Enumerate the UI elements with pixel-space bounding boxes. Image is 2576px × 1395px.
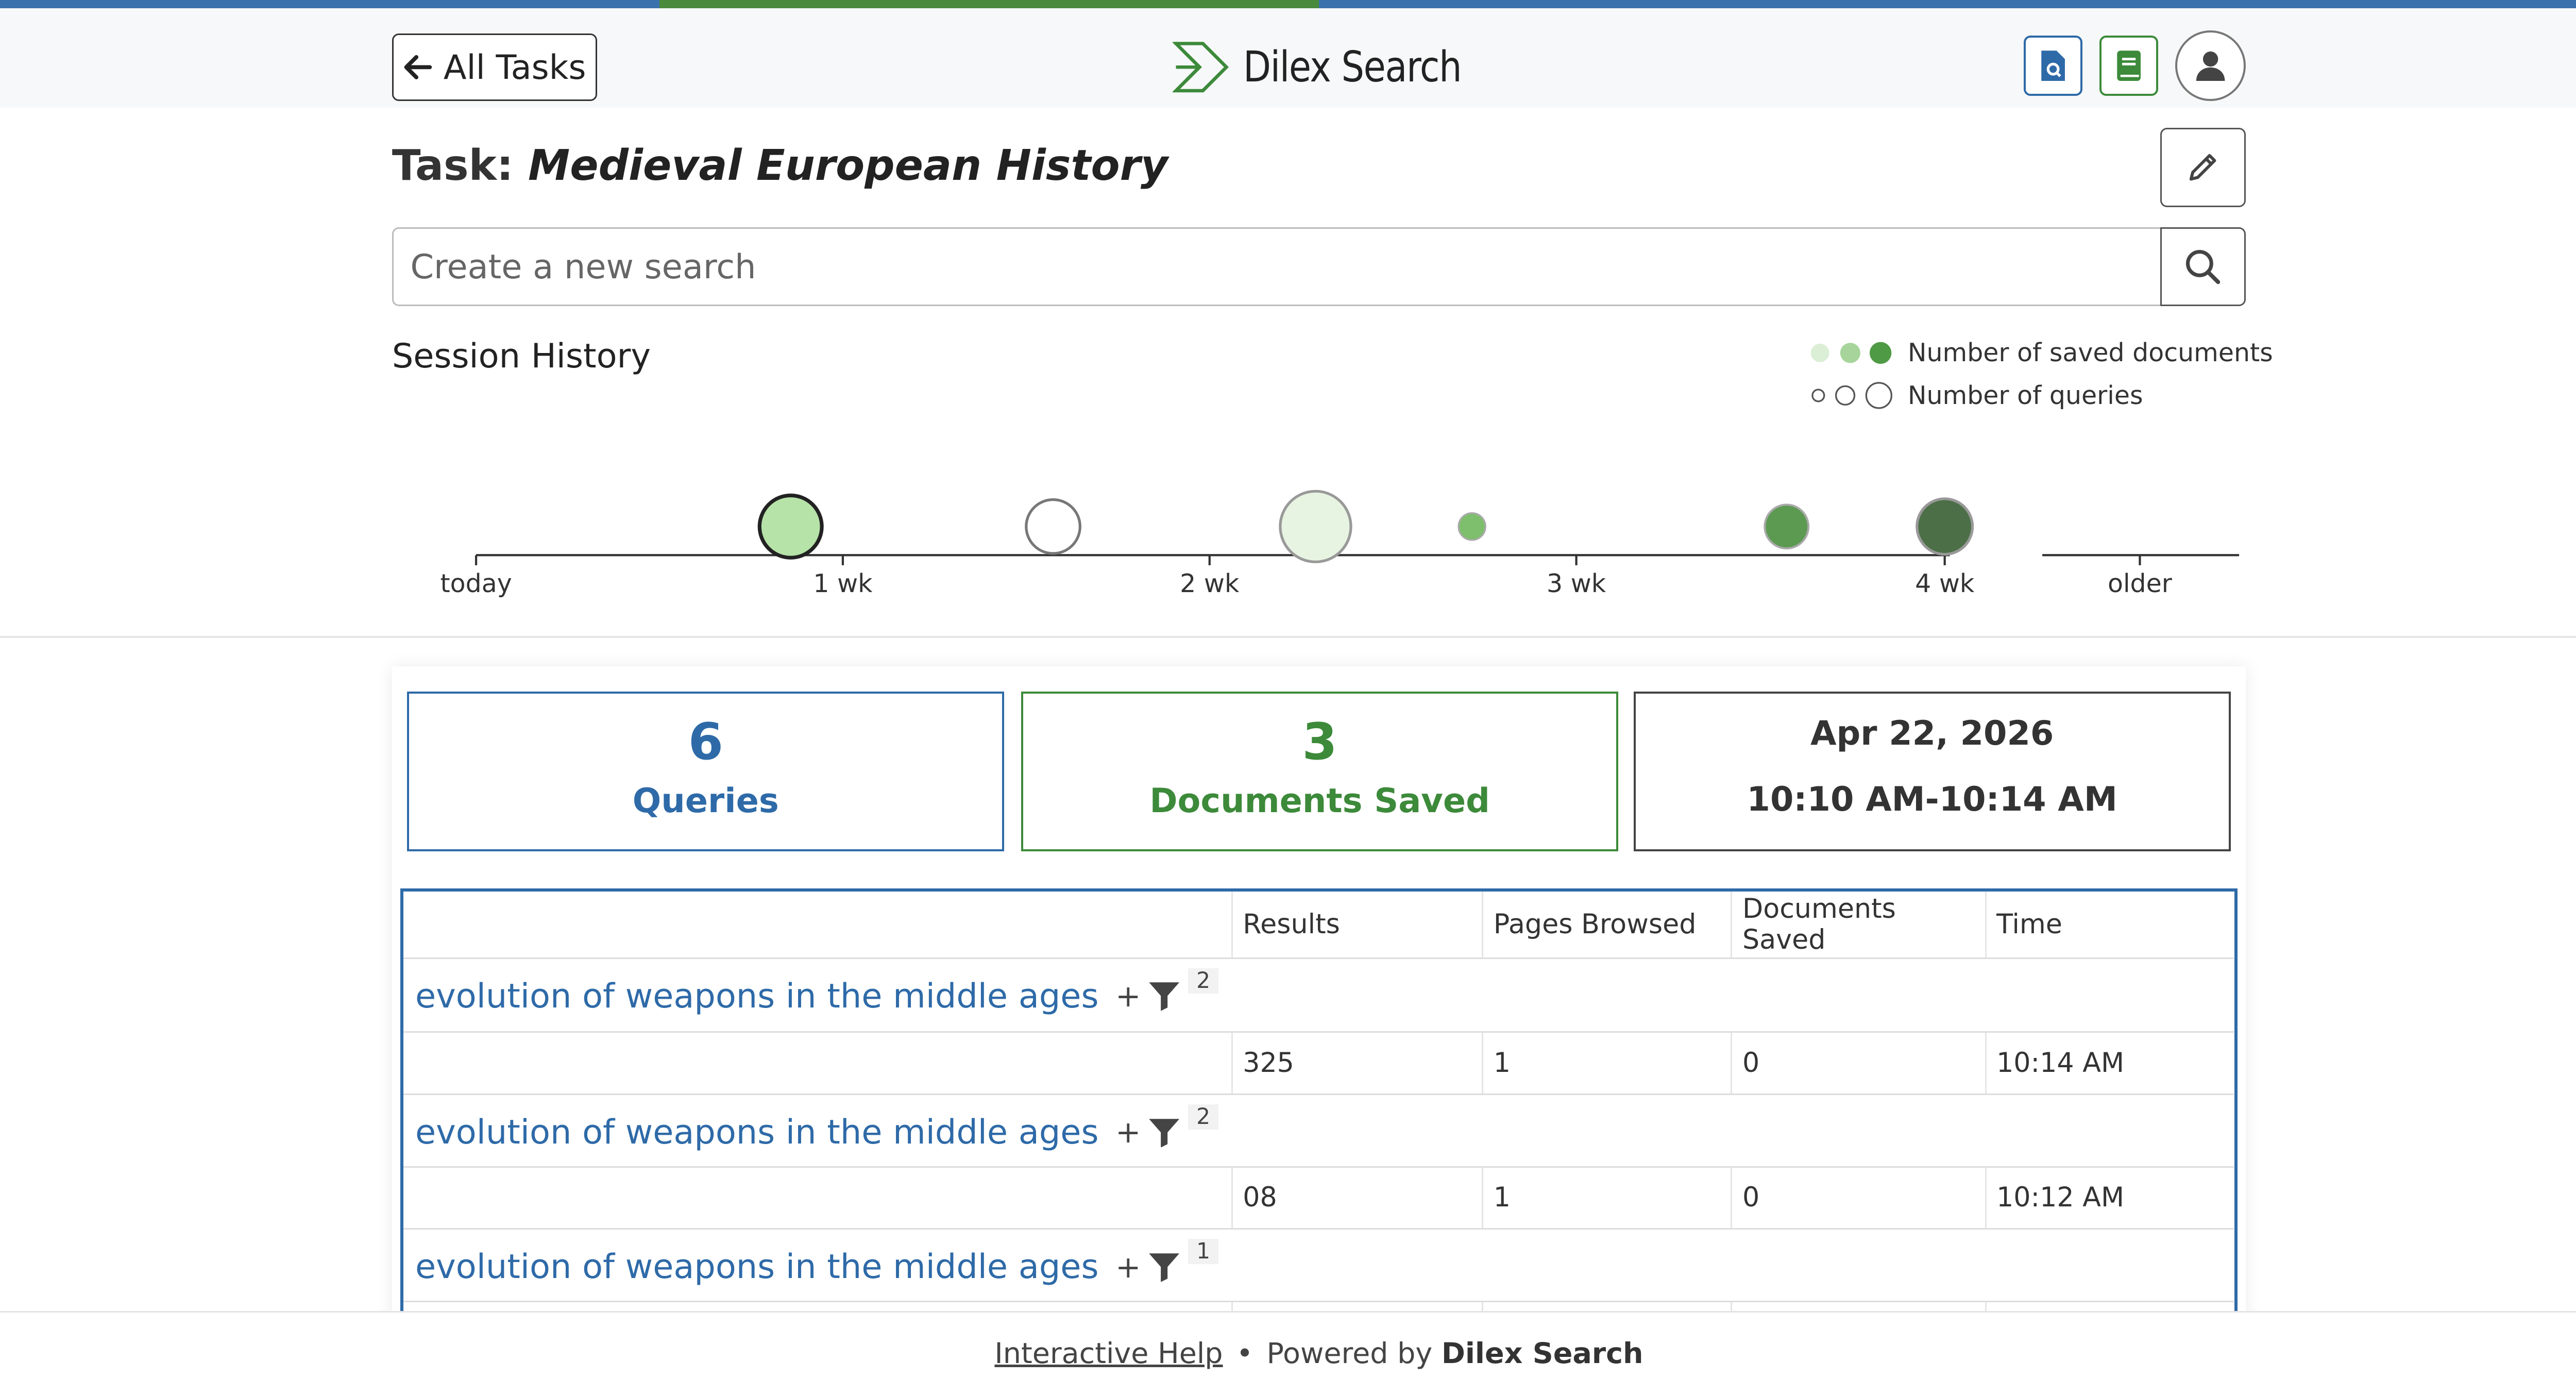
header-bar: All Tasks Dilex Search [0, 8, 2576, 108]
book-icon [2117, 50, 2141, 81]
legend-queries-label: Number of queries [1907, 380, 2143, 410]
search-input[interactable] [392, 227, 2162, 307]
query-row: evolution of weapons in the middle ages … [403, 1230, 2234, 1302]
task-name: Medieval European History [528, 141, 1168, 191]
session-timeline: today 1 wk 2 wk 3 wk 4 wk older [440, 490, 2240, 598]
all-tasks-label: All Tasks [443, 47, 586, 87]
filter-count-badge: 2 [1188, 1104, 1219, 1130]
add-filter-plus[interactable]: + [1115, 1114, 1141, 1150]
session-bubble[interactable] [757, 494, 824, 560]
axis-label-1wk: 1 wk [813, 569, 873, 598]
top-accent-stripe [0, 0, 2576, 9]
results-cell: 325 [1231, 1033, 1484, 1094]
session-history-label: Session History [392, 337, 651, 376]
col-header-documents-saved: Documents Saved [1731, 892, 1985, 957]
filter-count-badge: 2 [1188, 968, 1219, 994]
legend-saved-dots [1810, 341, 1907, 365]
query-link-row: evolution of weapons in the middle ages … [415, 959, 1219, 1033]
brand-name: Dilex Search [1243, 43, 1462, 92]
time-cell: 10:12 AM [1985, 1167, 2234, 1229]
pages-browsed-cell: 1 [1482, 1033, 1733, 1094]
session-bubble[interactable] [1764, 503, 1810, 550]
query-row: evolution of weapons in the middle ages … [403, 959, 2234, 1033]
documents-saved-cell: 0 [1731, 1033, 1985, 1094]
user-icon [2196, 51, 2225, 81]
legend-queries: Number of queries [1810, 380, 2143, 411]
filter-icon[interactable] [1147, 1117, 1181, 1148]
col-header-time: Time [1985, 892, 2234, 957]
col-header-pages-browsed: Pages Browsed [1482, 892, 1733, 957]
legend-queries-dots [1810, 380, 1907, 411]
session-detail-card: 6 Queries 3 Documents Saved Apr 22, 2026… [392, 666, 2246, 1343]
axis-label-today: today [440, 569, 512, 598]
session-bubble[interactable] [1458, 512, 1486, 541]
time-cell: 10:14 AM [1985, 1033, 2234, 1094]
col-header-results: Results [1231, 892, 1484, 957]
query-row: evolution of weapons in the middle ages … [403, 1095, 2234, 1169]
table-header-row: Results Pages Browsed Documents Saved Ti… [403, 892, 2234, 959]
task-title: Task: Medieval European History [392, 141, 1168, 190]
filter-icon[interactable] [1147, 1252, 1181, 1282]
axis-label-older: older [2108, 569, 2173, 598]
legend-saved-label: Number of saved documents [1907, 338, 2273, 368]
footer: Interactive Help • Powered by Dilex Sear… [0, 1310, 2576, 1395]
queries-stat-box[interactable]: 6 Queries [407, 692, 1005, 852]
session-time-range: 10:10 AM-10:14 AM [1747, 780, 2117, 819]
search-icon [2185, 249, 2221, 284]
filter-count-badge: 1 [1188, 1239, 1219, 1265]
add-filter-plus[interactable]: + [1115, 1249, 1141, 1285]
queries-count: 6 [688, 713, 723, 772]
all-tasks-button[interactable]: All Tasks [392, 33, 598, 101]
documents-button[interactable] [2024, 35, 2083, 96]
session-bubble[interactable] [1916, 497, 1974, 556]
query-stats-row: 325 1 0 10:14 AM [403, 1033, 2234, 1096]
task-prefix: Task: [392, 141, 514, 191]
query-link[interactable]: evolution of weapons in the middle ages [415, 976, 1099, 1016]
documents-saved-label: Documents Saved [1149, 781, 1490, 820]
queries-label: Queries [632, 781, 779, 820]
filter-icon[interactable] [1147, 981, 1181, 1011]
edit-task-button[interactable] [2160, 128, 2246, 207]
query-stats-row: 08 1 0 10:12 AM [403, 1167, 2234, 1230]
footer-separator: • [1236, 1337, 1253, 1371]
session-time-box: Apr 22, 2026 10:10 AM-10:14 AM [1633, 692, 2231, 852]
session-bubble[interactable] [1279, 490, 1352, 564]
axis-label-2wk: 2 wk [1180, 569, 1240, 598]
legend-saved-docs: Number of saved documents [1810, 338, 2273, 367]
axis-label-3wk: 3 wk [1547, 569, 1606, 598]
query-link-row: evolution of weapons in the middle ages … [415, 1230, 1219, 1304]
add-filter-plus[interactable]: + [1115, 978, 1141, 1014]
documents-saved-cell: 0 [1731, 1167, 1985, 1229]
pencil-icon [2190, 154, 2216, 181]
pages-browsed-cell: 1 [1482, 1167, 1733, 1229]
query-link[interactable]: evolution of weapons in the middle ages [415, 1247, 1099, 1287]
query-link[interactable]: evolution of weapons in the middle ages [415, 1112, 1099, 1152]
session-date: Apr 22, 2026 [1810, 714, 2054, 753]
results-cell: 08 [1231, 1167, 1484, 1229]
saved-documents-button[interactable] [2099, 35, 2159, 96]
documents-saved-stat-box[interactable]: 3 Documents Saved [1021, 692, 1619, 852]
interactive-help-link[interactable]: Interactive Help [994, 1337, 1223, 1371]
session-bubble[interactable] [1025, 498, 1081, 555]
dilex-logo-icon [1172, 42, 1229, 93]
documents-saved-count: 3 [1302, 713, 1337, 772]
divider [0, 636, 2576, 638]
brand-logo[interactable]: Dilex Search [1172, 39, 1497, 96]
document-search-icon [2041, 50, 2065, 81]
search-button[interactable] [2160, 227, 2246, 307]
query-link-row: evolution of weapons in the middle ages … [415, 1095, 1219, 1169]
arrow-left-icon [404, 55, 432, 80]
powered-by-text: Powered by [1266, 1337, 1433, 1371]
search-bar [392, 227, 2246, 307]
axis-label-4wk: 4 wk [1915, 569, 1975, 598]
footer-brand: Dilex Search [1441, 1337, 1643, 1371]
queries-table: Results Pages Browsed Documents Saved Ti… [400, 888, 2238, 1343]
user-avatar-button[interactable] [2175, 30, 2246, 101]
